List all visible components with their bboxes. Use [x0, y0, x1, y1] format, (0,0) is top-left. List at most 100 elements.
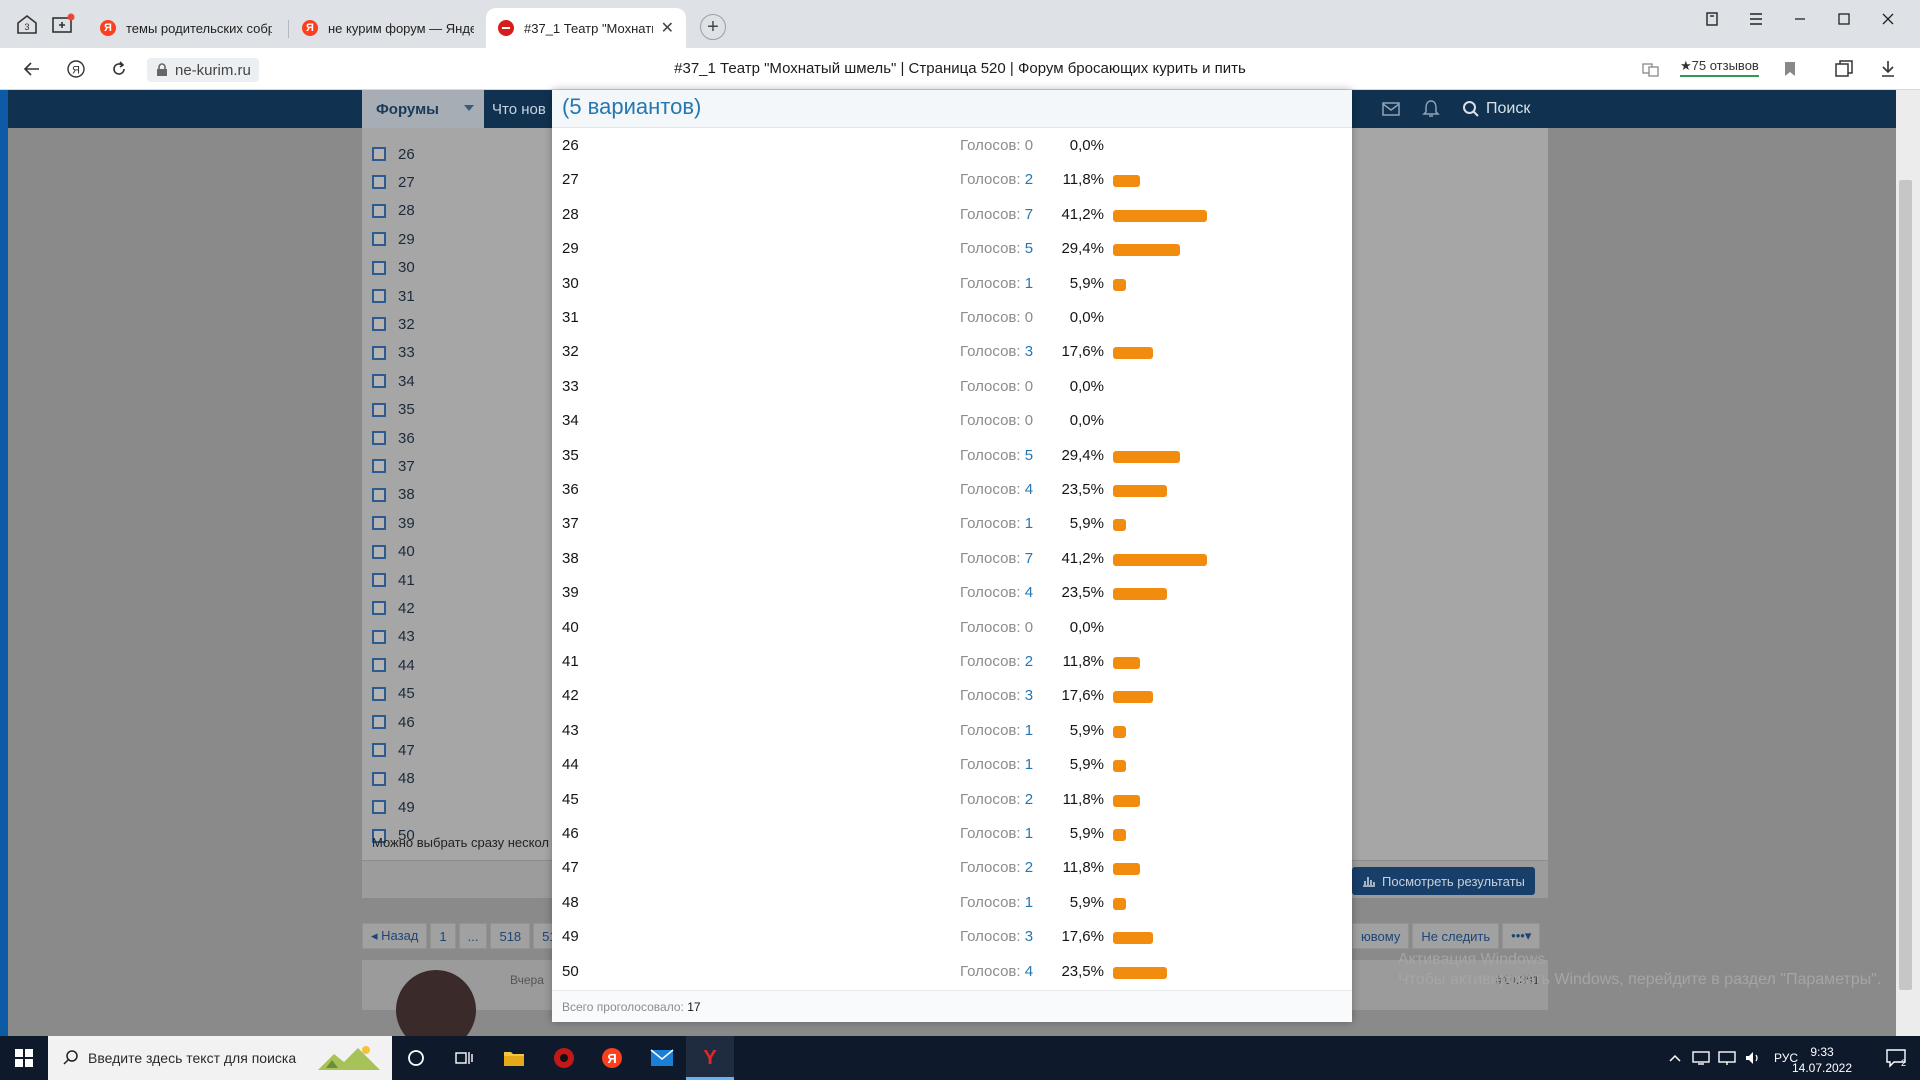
vote-option[interactable]: 33	[372, 343, 415, 363]
new-tab-group-button[interactable]	[46, 10, 80, 38]
bookmark-button[interactable]	[1776, 56, 1804, 82]
vote-option[interactable]: 44	[372, 655, 415, 675]
vote-option[interactable]: 39	[372, 513, 415, 533]
tab-1[interactable]: Я темы родительских собра	[88, 8, 284, 48]
reload-button[interactable]	[105, 56, 133, 82]
checkbox[interactable]	[372, 175, 386, 190]
language-indicator[interactable]: РУС	[1774, 1051, 1799, 1065]
close-tab-icon[interactable]: ✕	[660, 20, 674, 37]
tab-2[interactable]: Я не курим форум — Яндек	[290, 8, 486, 48]
mail-icon[interactable]	[1380, 99, 1402, 119]
votes-count[interactable]: 1	[1024, 893, 1034, 911]
vote-option[interactable]: 32	[372, 314, 415, 334]
votes-count[interactable]: 4	[1024, 962, 1034, 980]
close-window-button[interactable]	[1866, 4, 1910, 34]
media-app-button[interactable]	[540, 1036, 588, 1080]
downloads-button[interactable]	[1874, 56, 1902, 82]
vote-option[interactable]: 26	[372, 144, 415, 164]
volume-icon[interactable]	[1744, 1050, 1762, 1066]
vote-option[interactable]: 46	[372, 712, 415, 732]
bell-icon[interactable]	[1420, 99, 1442, 119]
avatar[interactable]	[396, 970, 476, 1036]
votes-count[interactable]: 5	[1024, 240, 1034, 258]
votes-count[interactable]: 2	[1024, 171, 1034, 189]
checkbox[interactable]	[372, 402, 386, 417]
checkbox[interactable]	[372, 289, 386, 303]
votes-count[interactable]: 5	[1024, 446, 1034, 464]
task-view-button[interactable]	[440, 1036, 488, 1080]
more-options-button[interactable]: •••▾	[1502, 923, 1541, 949]
nav-forums-tab[interactable]: Форумы	[362, 90, 484, 128]
yandex-home-button[interactable]: Я	[62, 56, 90, 82]
checkbox[interactable]	[372, 743, 386, 758]
cortana-button[interactable]	[392, 1036, 440, 1080]
checkbox[interactable]	[372, 459, 386, 474]
yandex-app-button[interactable]: Я	[588, 1036, 636, 1080]
collections-button[interactable]	[1830, 56, 1858, 82]
translate-button[interactable]	[1637, 56, 1665, 82]
vote-option[interactable]: 36	[372, 428, 415, 448]
votes-count[interactable]: 4	[1024, 584, 1034, 602]
votes-count[interactable]: 3	[1024, 928, 1034, 946]
page-link[interactable]: 518	[490, 923, 531, 949]
checkbox[interactable]	[372, 203, 386, 218]
vote-option[interactable]: 38	[372, 485, 415, 505]
votes-count[interactable]: 3	[1024, 687, 1034, 705]
votes-count[interactable]: 1	[1024, 756, 1034, 774]
votes-count[interactable]: 2	[1024, 859, 1034, 877]
network-icon[interactable]	[1692, 1050, 1710, 1066]
checkbox[interactable]	[372, 715, 386, 729]
checkbox[interactable]	[372, 573, 386, 587]
votes-count[interactable]: 1	[1024, 274, 1034, 292]
votes-count[interactable]: 4	[1024, 481, 1034, 498]
monitor-icon[interactable]	[1718, 1050, 1736, 1066]
vote-option[interactable]: 47	[372, 740, 415, 760]
checkbox[interactable]	[372, 317, 386, 332]
checkbox[interactable]	[372, 629, 386, 644]
page-prev-button[interactable]: ◂ Назад	[362, 923, 428, 949]
vote-option[interactable]: 41	[372, 570, 415, 590]
vote-option[interactable]: 30	[372, 258, 415, 278]
clock[interactable]: 9:33 14.07.2022	[1782, 1044, 1862, 1076]
votes-count[interactable]: 3	[1024, 343, 1034, 361]
votes-count[interactable]: 2	[1024, 790, 1034, 808]
menu-button[interactable]	[1734, 4, 1778, 34]
vote-option[interactable]: 40	[372, 542, 415, 562]
page-ellipsis[interactable]: ...	[458, 923, 488, 949]
vote-option[interactable]: 27	[372, 172, 415, 192]
checkbox[interactable]	[372, 260, 386, 275]
vote-option[interactable]: 29	[372, 229, 415, 249]
votes-count[interactable]: 1	[1024, 825, 1034, 842]
mail-app-button[interactable]	[638, 1036, 686, 1080]
vote-option[interactable]: 35	[372, 400, 415, 420]
checkbox[interactable]	[372, 828, 386, 843]
minimize-button[interactable]	[1778, 4, 1822, 34]
maximize-button[interactable]	[1822, 4, 1866, 34]
notifications-button[interactable]: 2	[1872, 1036, 1920, 1080]
checkbox[interactable]	[372, 374, 386, 389]
new-tab-button[interactable]: +	[700, 14, 726, 40]
taskbar-search-box[interactable]: Введите здесь текст для поиска	[48, 1036, 392, 1080]
vote-option[interactable]: 49	[372, 797, 415, 817]
tab-3-active[interactable]: #37_1 Театр "Мохнаты ✕	[486, 8, 686, 48]
checkbox[interactable]	[372, 232, 386, 247]
tabs-overview-button[interactable]: 3	[10, 10, 44, 38]
checkbox[interactable]	[372, 686, 386, 701]
vote-option[interactable]: 42	[372, 598, 415, 618]
votes-count[interactable]: 7	[1024, 549, 1034, 567]
vote-option[interactable]: 28	[372, 201, 415, 221]
checkbox[interactable]	[372, 800, 386, 815]
vote-option[interactable]: 45	[372, 684, 415, 704]
page-link[interactable]: 1	[430, 923, 456, 949]
scrollbar-thumb[interactable]	[1899, 180, 1912, 990]
checkbox[interactable]	[372, 431, 386, 445]
post-number[interactable]: #10.381	[1496, 973, 1540, 987]
vote-option[interactable]: 34	[372, 371, 415, 391]
vote-option[interactable]: 48	[372, 769, 415, 789]
back-button[interactable]	[18, 56, 46, 82]
checkbox[interactable]	[372, 601, 386, 616]
yandex-browser-button[interactable]: Y	[686, 1036, 734, 1080]
unwatch-button[interactable]: Не следить	[1412, 923, 1500, 949]
checkbox[interactable]	[372, 658, 386, 673]
checkbox[interactable]	[372, 345, 386, 360]
